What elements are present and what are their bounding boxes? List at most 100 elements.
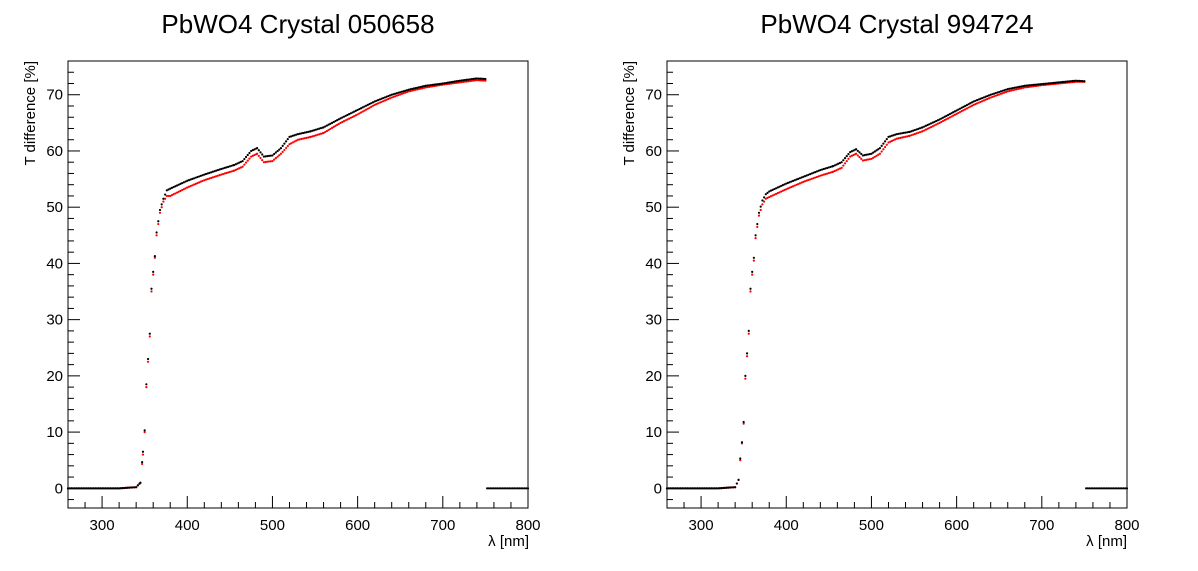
x-tick-label: 400: [175, 517, 200, 534]
data-point: [353, 115, 356, 118]
data-point: [761, 203, 764, 206]
data-point: [1008, 87, 1011, 90]
data-point: [426, 84, 429, 87]
data-point: [244, 161, 248, 164]
data-point: [1042, 82, 1045, 85]
data-point: [965, 107, 968, 110]
data-point: [861, 154, 865, 157]
data-point: [975, 99, 979, 102]
data-point: [696, 487, 699, 490]
data-point: [781, 189, 784, 192]
data-point: [475, 79, 478, 82]
data-point: [819, 168, 822, 172]
data-point: [987, 97, 991, 100]
data-point: [924, 124, 928, 127]
data-point: [503, 487, 506, 490]
data-point: [790, 180, 793, 183]
data-point: [803, 180, 807, 183]
data-point: [458, 79, 461, 82]
data-point: [761, 199, 764, 202]
data-point: [1079, 79, 1083, 83]
data-point: [316, 128, 319, 131]
data-point: [206, 172, 209, 175]
data-point: [378, 98, 381, 101]
data-point: [189, 184, 192, 188]
data-point: [1004, 88, 1008, 91]
data-point: [786, 187, 790, 190]
data-point: [196, 175, 199, 179]
data-point: [691, 487, 694, 490]
data-point: [1008, 89, 1011, 93]
data-point: [451, 80, 455, 83]
data-point: [892, 139, 895, 142]
data-point: [143, 430, 146, 434]
data-point: [720, 486, 723, 490]
data-point: [838, 167, 842, 170]
data-point: [706, 487, 709, 490]
data-point: [145, 383, 148, 386]
data-point: [814, 171, 817, 174]
data-point: [376, 102, 380, 105]
data-point: [400, 90, 404, 93]
data-point: [157, 220, 160, 223]
data-point: [981, 100, 984, 103]
data-point: [935, 119, 938, 123]
data-point: [979, 100, 982, 104]
data-point: [845, 155, 848, 158]
data-point: [897, 137, 900, 140]
data-point: [284, 140, 288, 143]
data-point: [225, 171, 228, 175]
data-point: [870, 152, 873, 155]
data-point: [457, 81, 460, 84]
data-point: [504, 487, 507, 490]
data-point: [671, 487, 674, 490]
data-point: [878, 152, 882, 155]
data-point: [146, 357, 150, 361]
data-point: [768, 190, 771, 193]
data-point: [368, 102, 371, 106]
data-point: [491, 487, 494, 490]
data-point: [273, 158, 276, 161]
data-point: [480, 77, 484, 80]
data-point: [227, 165, 230, 168]
data-point: [950, 115, 953, 118]
data-point: [208, 177, 211, 180]
data-point: [371, 104, 375, 107]
data-point: [160, 203, 163, 206]
data-point: [179, 182, 182, 186]
data-point: [833, 164, 836, 167]
data-point: [1096, 487, 1100, 490]
data-point: [1010, 87, 1013, 90]
data-point: [756, 222, 759, 226]
data-point: [710, 487, 713, 490]
data-point: [798, 182, 801, 185]
y-axis-title: T difference [%]: [22, 61, 39, 166]
data-point: [314, 134, 317, 137]
data-point: [819, 174, 822, 177]
data-point: [929, 122, 933, 125]
data-point: [766, 196, 769, 200]
data-point: [288, 143, 291, 146]
data-point: [390, 96, 393, 99]
data-point: [906, 131, 909, 134]
data-point: [993, 92, 996, 95]
data-point: [940, 117, 943, 120]
data-point: [826, 166, 829, 170]
data-point: [211, 176, 214, 179]
data-point: [278, 154, 281, 157]
data-point: [672, 487, 675, 490]
data-point: [66, 487, 70, 490]
data-point: [947, 113, 950, 117]
data-point: [373, 100, 376, 103]
data-point: [943, 119, 946, 122]
data-point: [994, 91, 997, 95]
x-tick-label: 500: [859, 517, 884, 534]
data-point: [243, 157, 246, 161]
data-point: [941, 116, 945, 119]
data-point: [938, 118, 941, 121]
data-point: [877, 153, 880, 156]
data-point: [216, 174, 220, 177]
data-point: [206, 177, 209, 181]
data-point: [450, 80, 453, 84]
data-point: [223, 172, 226, 175]
